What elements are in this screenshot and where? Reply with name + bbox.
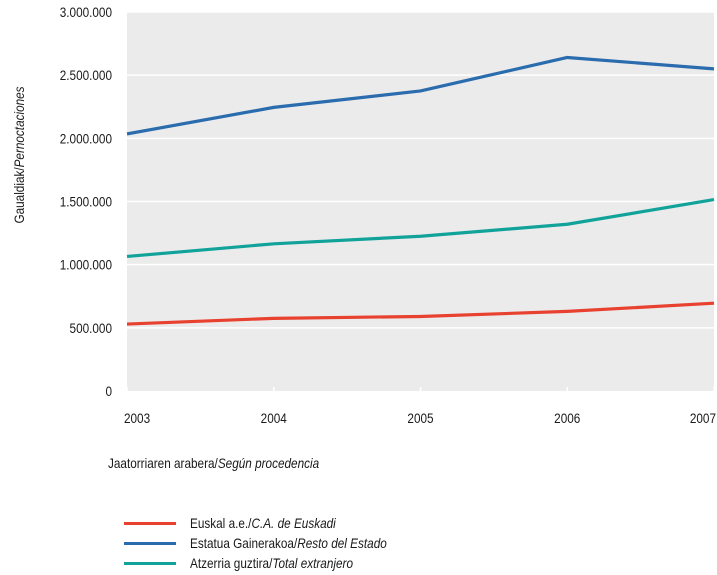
legend: Euskal a.e./C.A. de Euskadi Estatua Gain… bbox=[124, 513, 424, 573]
y-axis-tick-labels: 0 500.000 1.000.000 1.500.000 2.000.000 2.500… bbox=[60, 4, 112, 399]
x-axis-tick-labels: 2003 2004 2005 2006 2007 bbox=[124, 410, 716, 426]
series-line-estado bbox=[126, 55, 715, 136]
x-tick-label: 2006 bbox=[554, 410, 580, 426]
y-tick-label: 0 bbox=[105, 383, 112, 399]
x-axis-title: Jaatorriaren arabera/Según procedencia bbox=[108, 455, 319, 471]
series-line-euskadi bbox=[126, 301, 715, 326]
legend-item-euskadi: Euskal a.e./C.A. de Euskadi bbox=[124, 513, 424, 533]
x-tick-label: 2005 bbox=[407, 410, 433, 426]
x-tick-label: 2003 bbox=[124, 410, 150, 426]
gridlines bbox=[127, 11, 714, 329]
legend-swatch-estado bbox=[124, 541, 176, 545]
y-tick-label: 2.000.000 bbox=[60, 130, 112, 146]
legend-item-extranjero: Atzerria guztira/Total extranjero bbox=[124, 553, 424, 573]
legend-swatch-extranjero bbox=[124, 561, 176, 565]
x-axis-title-es: Según procedencia bbox=[217, 455, 320, 471]
x-axis-ticks bbox=[126, 387, 715, 391]
y-axis-title: Gaualdiak/Pernoctaciones bbox=[11, 86, 27, 224]
legend-item-estado: Estatua Gainerakoa/Resto del Estado bbox=[124, 533, 424, 553]
y-tick-label: 2.500.000 bbox=[60, 67, 112, 83]
y-tick-label: 1.000.000 bbox=[60, 257, 112, 273]
y-tick-label: 3.000.000 bbox=[60, 4, 112, 20]
y-axis-title-eu: Gaualdiak/ bbox=[11, 167, 27, 224]
x-tick-label: 2004 bbox=[261, 410, 287, 426]
legend-swatch-euskadi bbox=[124, 521, 176, 525]
series-lines bbox=[126, 55, 715, 326]
x-tick-label: 2007 bbox=[690, 410, 716, 426]
y-tick-label: 500.000 bbox=[70, 320, 112, 336]
x-axis-title-eu: Jaatorriaren arabera/ bbox=[108, 455, 218, 471]
series-line-extranjero bbox=[126, 198, 715, 259]
y-axis-title-es: Pernoctaciones bbox=[11, 86, 27, 167]
legend-label-estado: Estatua Gainerakoa/Resto del Estado bbox=[190, 535, 387, 551]
y-tick-label: 1.500.000 bbox=[60, 194, 112, 210]
legend-label-euskadi: Euskal a.e./C.A. de Euskadi bbox=[190, 515, 336, 531]
legend-label-extranjero: Atzerria guztira/Total extranjero bbox=[190, 555, 353, 571]
